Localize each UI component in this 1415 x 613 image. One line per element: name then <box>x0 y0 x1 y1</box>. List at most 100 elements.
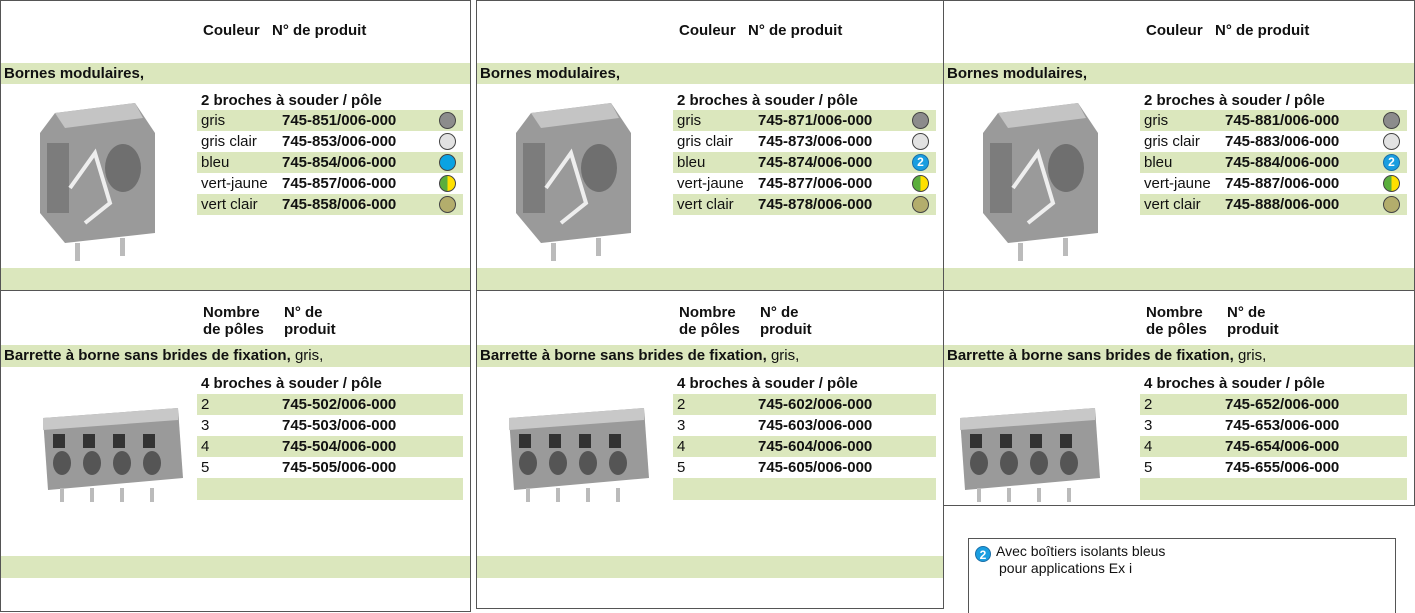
pole-count: 3 <box>1144 417 1153 434</box>
header2-count-2: de pôles <box>203 321 264 338</box>
table-row: 4 745-654/006-000 <box>1140 436 1407 457</box>
table-row: vert-jaune 745-877/006-000 <box>673 173 936 194</box>
table-row: 4 745-504/006-000 <box>197 436 463 457</box>
header-color: Couleur <box>679 22 736 39</box>
section-title-main: Barrette à borne sans brides de fixation… <box>4 347 291 364</box>
product-number: 745-858/006-000 <box>282 196 397 213</box>
header-product: N° de produit <box>1215 22 1310 39</box>
product-number: 745-877/006-000 <box>758 175 873 192</box>
product-number: 745-878/006-000 <box>758 196 873 213</box>
color-swatch <box>1383 133 1400 150</box>
section-subtitle: 4 broches à souder / pôle <box>677 375 858 392</box>
color-swatch <box>439 175 456 192</box>
footnote-line: pour applications Ex i <box>999 560 1133 576</box>
header2-product-2: produit <box>284 321 336 338</box>
product-number: 745-887/006-000 <box>1225 175 1340 192</box>
terminal-strip-image <box>43 408 183 502</box>
pole-count: 5 <box>1144 459 1153 476</box>
section-title: Barrette à borne sans brides de fixation… <box>1 345 470 367</box>
product-number: 745-503/006-000 <box>282 417 397 434</box>
product-number: 745-504/006-000 <box>282 438 397 455</box>
color-swatch <box>439 196 456 213</box>
table-row: 2 745-502/006-000 <box>197 394 463 415</box>
terminal-strip-image <box>509 408 649 502</box>
table-row: 2 745-652/006-000 <box>1140 394 1407 415</box>
section-title: Barrette à borne sans brides de fixation… <box>477 345 943 367</box>
pole-count: 3 <box>201 417 210 434</box>
product-number: 745-605/006-000 <box>758 459 873 476</box>
table-row: gris 745-851/006-000 <box>197 110 463 131</box>
color-name: vert-jaune <box>677 175 744 192</box>
table-row: gris clair 745-883/006-000 <box>1140 131 1407 152</box>
section-subtitle: 4 broches à souder / pôle <box>1144 375 1325 392</box>
column-border <box>0 0 471 612</box>
terminal-strip-image <box>960 408 1100 502</box>
color-swatch <box>1383 196 1400 213</box>
product-number: 745-653/006-000 <box>1225 417 1340 434</box>
section-title: Bornes modulaires, <box>1 63 470 84</box>
table-row: 5 745-605/006-000 <box>673 457 936 478</box>
section-title-suffix: gris, <box>294 347 324 364</box>
section-subtitle: 2 broches à souder / pôle <box>677 92 858 109</box>
product-number: 745-602/006-000 <box>758 396 873 413</box>
color-swatch <box>1383 175 1400 192</box>
header2-product-1: N° de <box>760 304 799 321</box>
color-swatch <box>439 112 456 129</box>
product-number: 745-873/006-000 <box>758 133 873 150</box>
table-row: gris clair 745-853/006-000 <box>197 131 463 152</box>
product-number: 745-881/006-000 <box>1225 112 1340 129</box>
color-swatch <box>912 175 929 192</box>
pole-count: 3 <box>677 417 686 434</box>
product-number: 745-884/006-000 <box>1225 154 1340 171</box>
header-color: Couleur <box>1146 22 1203 39</box>
table-row: 4 745-604/006-000 <box>673 436 936 457</box>
pole-count: 2 <box>677 396 686 413</box>
section-title-suffix: gris, <box>770 347 800 364</box>
badge: 2 <box>912 154 929 171</box>
pole-count: 2 <box>1144 396 1153 413</box>
section-title-suffix: gris, <box>1237 347 1267 364</box>
section-title-main: Barrette à borne sans brides de fixation… <box>947 347 1234 364</box>
section-title: Bornes modulaires, <box>477 63 943 84</box>
product-number: 745-604/006-000 <box>758 438 873 455</box>
terminal-image <box>983 103 1098 261</box>
pole-count: 5 <box>201 459 210 476</box>
color-name: gris <box>201 112 226 129</box>
color-name: vert clair <box>201 196 258 213</box>
spacer-band <box>197 478 463 500</box>
footnote-line: Avec boîtiers isolants bleus <box>996 543 1166 559</box>
divider <box>943 290 1415 291</box>
color-swatch <box>439 154 456 171</box>
badge: 2 <box>1383 154 1400 171</box>
color-name: gris <box>677 112 702 129</box>
color-swatch <box>912 133 929 150</box>
product-number: 745-853/006-000 <box>282 133 397 150</box>
table-row: 5 745-655/006-000 <box>1140 457 1407 478</box>
table-row: bleu 745-854/006-000 <box>197 152 463 173</box>
pole-count: 4 <box>677 438 686 455</box>
section-title: Bornes modulaires, <box>944 63 1414 84</box>
color-name: bleu <box>1144 154 1173 171</box>
table-row: 3 745-603/006-000 <box>673 415 936 436</box>
footnote: 2 Avec boîtiers isolants bleus pour applic… <box>968 538 1396 613</box>
divider <box>476 290 944 291</box>
color-name: vert clair <box>677 196 734 213</box>
color-swatch <box>912 112 929 129</box>
color-swatch <box>1383 112 1400 129</box>
header2-product-2: produit <box>760 321 812 338</box>
spacer-band <box>477 268 943 290</box>
header-product: N° de produit <box>748 22 843 39</box>
header-color: Couleur <box>203 22 260 39</box>
color-name: vert-jaune <box>1144 175 1211 192</box>
pole-count: 2 <box>201 396 210 413</box>
terminal-image <box>516 103 631 261</box>
spacer-band <box>477 556 943 578</box>
color-name: gris clair <box>1144 133 1200 150</box>
section-subtitle: 4 broches à souder / pôle <box>201 375 382 392</box>
pole-count: 4 <box>1144 438 1153 455</box>
table-row: 3 745-653/006-000 <box>1140 415 1407 436</box>
spacer-band <box>944 268 1414 290</box>
pole-count: 5 <box>677 459 686 476</box>
badge: 2 <box>975 546 991 562</box>
